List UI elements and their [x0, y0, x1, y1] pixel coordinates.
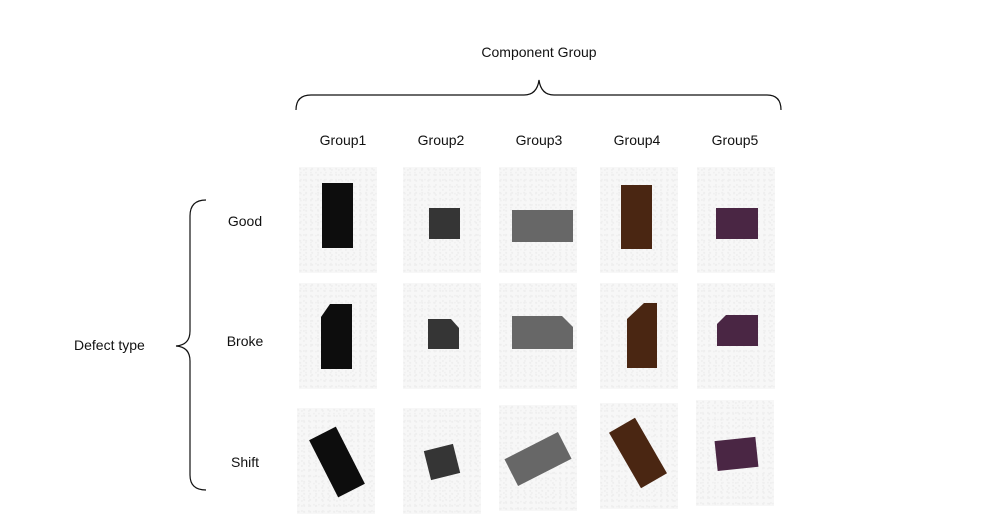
row-label-shift: Shift	[230, 454, 259, 470]
cell-good-group5	[697, 167, 775, 273]
cell-good-group3	[499, 167, 577, 273]
column-label-group4: Group4	[613, 132, 661, 148]
component-shape	[609, 417, 667, 489]
column-label-group3: Group3	[515, 132, 563, 148]
component-shape	[429, 208, 460, 239]
cell-broke-group5	[697, 283, 775, 389]
cell-shift-group1	[297, 408, 375, 514]
top-brace	[295, 79, 782, 111]
component-shape	[716, 208, 758, 239]
component-shape	[428, 319, 459, 349]
cell-shift-group2	[403, 408, 481, 514]
cell-shift-group4	[600, 403, 678, 509]
component-shape	[627, 303, 657, 368]
component-shape	[504, 432, 572, 486]
row-label-good: Good	[227, 213, 263, 229]
cell-broke-group1	[299, 283, 377, 389]
component-shape	[423, 443, 461, 481]
cell-good-group2	[403, 167, 481, 273]
row-label-broke: Broke	[226, 333, 264, 349]
cell-shift-group5	[696, 400, 774, 506]
cell-broke-group3	[499, 283, 577, 389]
left-brace	[175, 199, 207, 491]
component-shape	[322, 183, 353, 248]
defect-type-title: Defect type	[74, 337, 145, 353]
cell-broke-group2	[403, 283, 481, 389]
cell-good-group1	[299, 167, 377, 273]
column-label-group1: Group1	[319, 132, 367, 148]
component-shape	[309, 426, 365, 498]
component-shape	[512, 210, 573, 242]
component-shape	[714, 436, 759, 472]
column-label-group2: Group2	[417, 132, 465, 148]
component-group-title: Component Group	[481, 44, 597, 60]
cell-broke-group4	[600, 283, 678, 389]
component-shape	[621, 185, 652, 249]
component-shape	[512, 316, 573, 349]
component-shape	[321, 304, 352, 369]
cell-shift-group3	[499, 405, 577, 511]
cell-good-group4	[600, 167, 678, 273]
component-shape	[717, 315, 758, 346]
column-label-group5: Group5	[711, 132, 759, 148]
